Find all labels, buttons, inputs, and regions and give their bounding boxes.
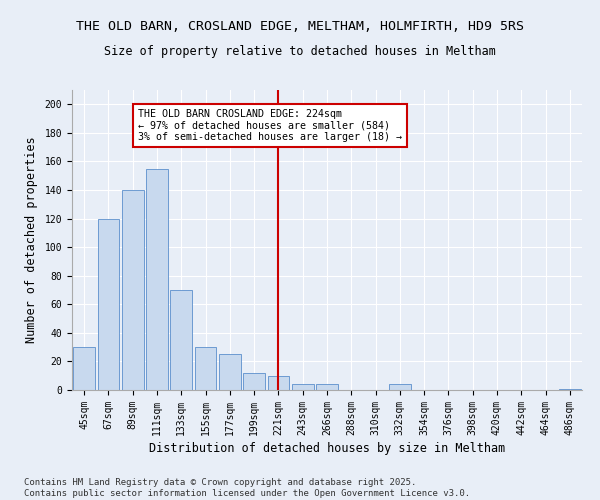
Bar (97, 218, 119, 390)
Bar (146, 168, 168, 390)
Text: Contains HM Land Registry data © Crown copyright and database right 2025.
Contai: Contains HM Land Registry data © Crown c… (24, 478, 470, 498)
Text: THE OLD BARN, CROSLAND EDGE, MELTHAM, HOLMFIRTH, HD9 5RS: THE OLD BARN, CROSLAND EDGE, MELTHAM, HO… (76, 20, 524, 33)
Bar (389, 384, 411, 390)
Bar (559, 388, 581, 390)
Text: THE OLD BARN CROSLAND EDGE: 224sqm
← 97% of detached houses are smaller (584)
3%: THE OLD BARN CROSLAND EDGE: 224sqm ← 97%… (137, 108, 401, 142)
Bar (194, 347, 217, 390)
Bar (316, 384, 338, 390)
Bar (219, 354, 241, 390)
Bar (170, 290, 192, 390)
X-axis label: Distribution of detached houses by size in Meltham: Distribution of detached houses by size … (149, 442, 505, 455)
Bar (73, 347, 95, 390)
Y-axis label: Number of detached properties: Number of detached properties (25, 136, 38, 344)
Text: Size of property relative to detached houses in Meltham: Size of property relative to detached ho… (104, 45, 496, 58)
Bar (268, 376, 289, 390)
Bar (122, 190, 143, 390)
Bar (243, 373, 265, 390)
Bar (292, 384, 314, 390)
